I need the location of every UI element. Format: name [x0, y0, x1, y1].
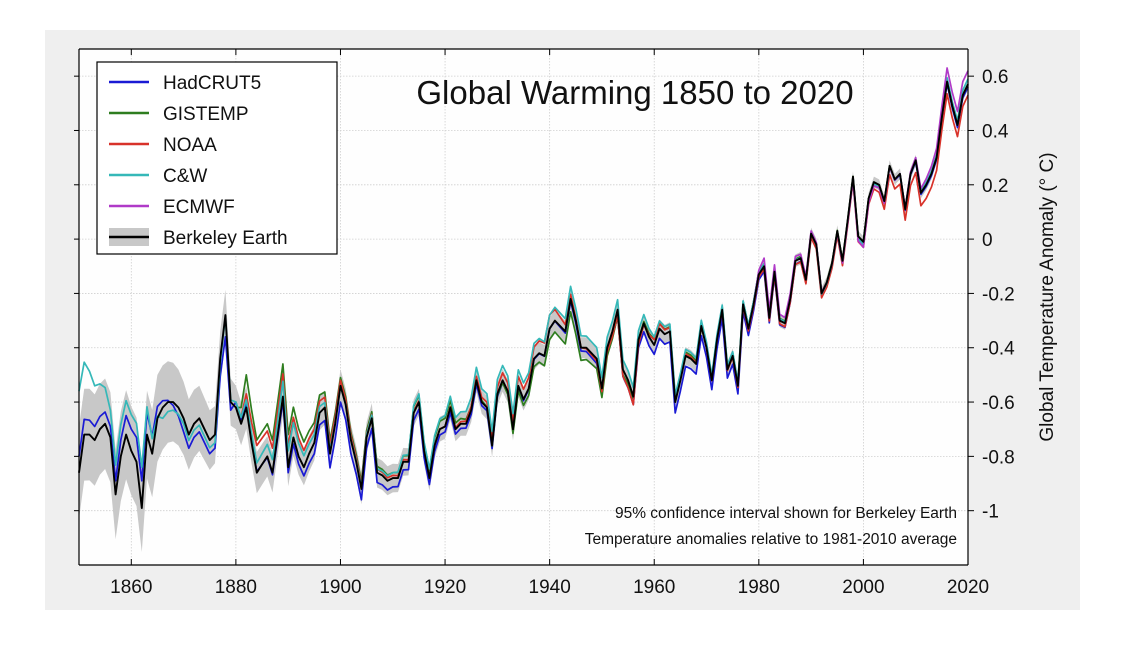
legend-box — [96, 61, 338, 255]
x-tick-label: 2020 — [947, 577, 989, 598]
legend-label: C&W — [163, 166, 207, 187]
y-tick-label: -0.6 — [982, 393, 1015, 414]
x-tick-label: 1980 — [738, 577, 780, 598]
y-tick-label: -1 — [982, 502, 999, 523]
x-tick-label: 2000 — [842, 577, 884, 598]
legend-label: ECMWF — [163, 197, 235, 218]
x-tick-label: 1880 — [215, 577, 257, 598]
x-tick-label: 1920 — [424, 577, 466, 598]
confidence-note: 95% confidence interval shown for Berkel… — [615, 505, 957, 522]
y-tick-label: -0.8 — [982, 447, 1015, 468]
legend-label: HadCRUT5 — [163, 73, 261, 94]
y-tick-label: 0 — [982, 230, 993, 251]
chart-frame: 1860 1880 1900 1920 1940 1960 1980 2000 2020 0.6 0… — [45, 30, 1080, 610]
y-tick-label: 0.6 — [982, 67, 1008, 88]
chart-svg: 1860 1880 1900 1920 1940 1960 1980 2000 2020 0.6 0… — [74, 48, 1058, 598]
y-tick-label: 0.4 — [982, 121, 1009, 142]
x-tick-label: 1960 — [633, 577, 675, 598]
x-tick-label: 1940 — [529, 577, 571, 598]
chart-title: Global Warming 1850 to 2020 — [416, 74, 853, 111]
y-tick-label: -0.4 — [982, 339, 1015, 360]
legend-label: GISTEMP — [163, 104, 249, 125]
x-tick-label: 1900 — [319, 577, 361, 598]
legend-label: Berkeley Earth — [163, 228, 288, 249]
baseline-note: Temperature anomalies relative to 1981-2… — [585, 531, 957, 548]
legend-label: NOAA — [163, 135, 217, 156]
y-tick-label: 0.2 — [982, 176, 1008, 197]
series-line-ecmwf — [752, 67, 969, 319]
series-line-berkeley-earth — [78, 80, 969, 509]
y-tick-label: -0.2 — [982, 284, 1015, 305]
x-tick-label: 1860 — [110, 577, 152, 598]
y-axis-label: Global Temperature Anomaly (° C) — [1037, 152, 1058, 441]
